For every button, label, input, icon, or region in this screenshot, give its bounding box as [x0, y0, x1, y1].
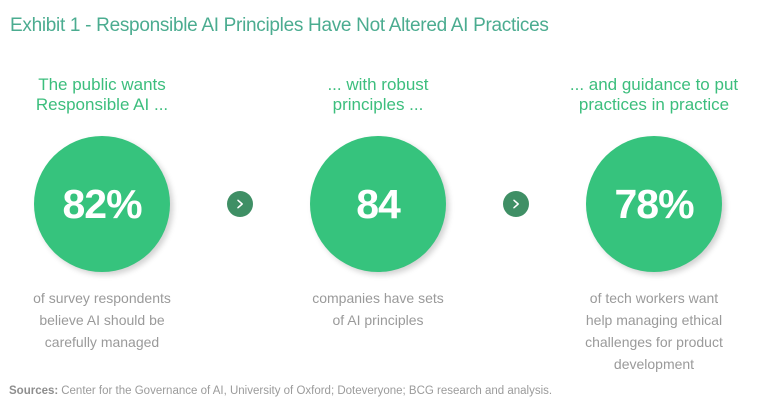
stat-caption: of survey respondents believe AI should … [33, 290, 171, 350]
sources-text: Center for the Governance of AI, Univers… [61, 385, 553, 397]
column-header: The public wants Responsible AI ... [35, 75, 169, 114]
stat-caption: of tech workers want help managing ethic… [585, 290, 723, 372]
stat-column-principles: ... with robust principles ... 84 compan… [276, 63, 480, 331]
exhibit-title: Exhibit 1 - Responsible AI Principles Ha… [10, 15, 549, 36]
stat-column-practices: ... and guidance to put practices in pra… [552, 63, 756, 375]
stat-value: 78% [614, 180, 694, 227]
sources-note: Sources: Center for the Governance of AI,… [9, 384, 552, 399]
stat-circle: 82% [34, 136, 170, 272]
stat-caption: companies have sets of AI principles [312, 290, 444, 328]
column-header: ... with robust principles ... [327, 75, 429, 114]
flow-arrow [204, 63, 276, 217]
flow-arrow [480, 63, 552, 217]
column-header: ... and guidance to put practices in pra… [569, 75, 739, 114]
chevron-right-icon [503, 191, 529, 217]
stat-value: 82% [62, 180, 142, 227]
stat-column-public: The public wants Responsible AI ... 82% … [0, 63, 204, 353]
chevron-right-icon [227, 191, 253, 217]
stat-circle: 84 [310, 136, 446, 272]
stat-value: 84 [356, 180, 401, 227]
stat-circle: 78% [586, 136, 722, 272]
stats-row: The public wants Responsible AI ... 82% … [0, 63, 768, 375]
sources-label: Sources: [9, 385, 59, 397]
